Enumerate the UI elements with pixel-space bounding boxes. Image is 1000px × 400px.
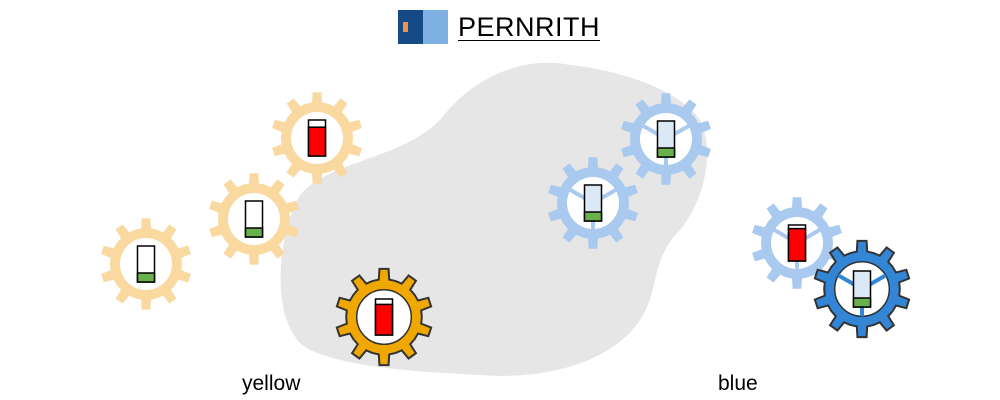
battery-level: [583, 211, 603, 222]
battery-level: [787, 227, 807, 262]
blue-gear-2[interactable]: [621, 93, 711, 185]
yellow-gear-4[interactable]: [335, 267, 433, 367]
pernrith-logo: [398, 10, 448, 44]
battery-level: [374, 303, 394, 336]
battery-level: [244, 227, 264, 238]
header: PERNRITH: [398, 9, 600, 45]
battery-level: [136, 272, 156, 283]
blue-gear-3[interactable]: [752, 197, 842, 289]
gear-layer: [101, 92, 911, 367]
battery-level: [307, 126, 327, 157]
blue-gear-4[interactable]: [813, 239, 911, 339]
team-label-blue: blue: [718, 372, 758, 395]
team-label-yellow: yellow: [242, 372, 301, 395]
blue-gear-1[interactable]: [548, 157, 638, 249]
yellow-gear-2[interactable]: [209, 173, 299, 265]
yellow-gear-3[interactable]: [272, 92, 362, 184]
yellow-gear-1[interactable]: [101, 218, 191, 310]
app-title: PERNRITH: [458, 11, 601, 42]
battery-level: [656, 147, 676, 158]
battery-level: [852, 297, 872, 308]
